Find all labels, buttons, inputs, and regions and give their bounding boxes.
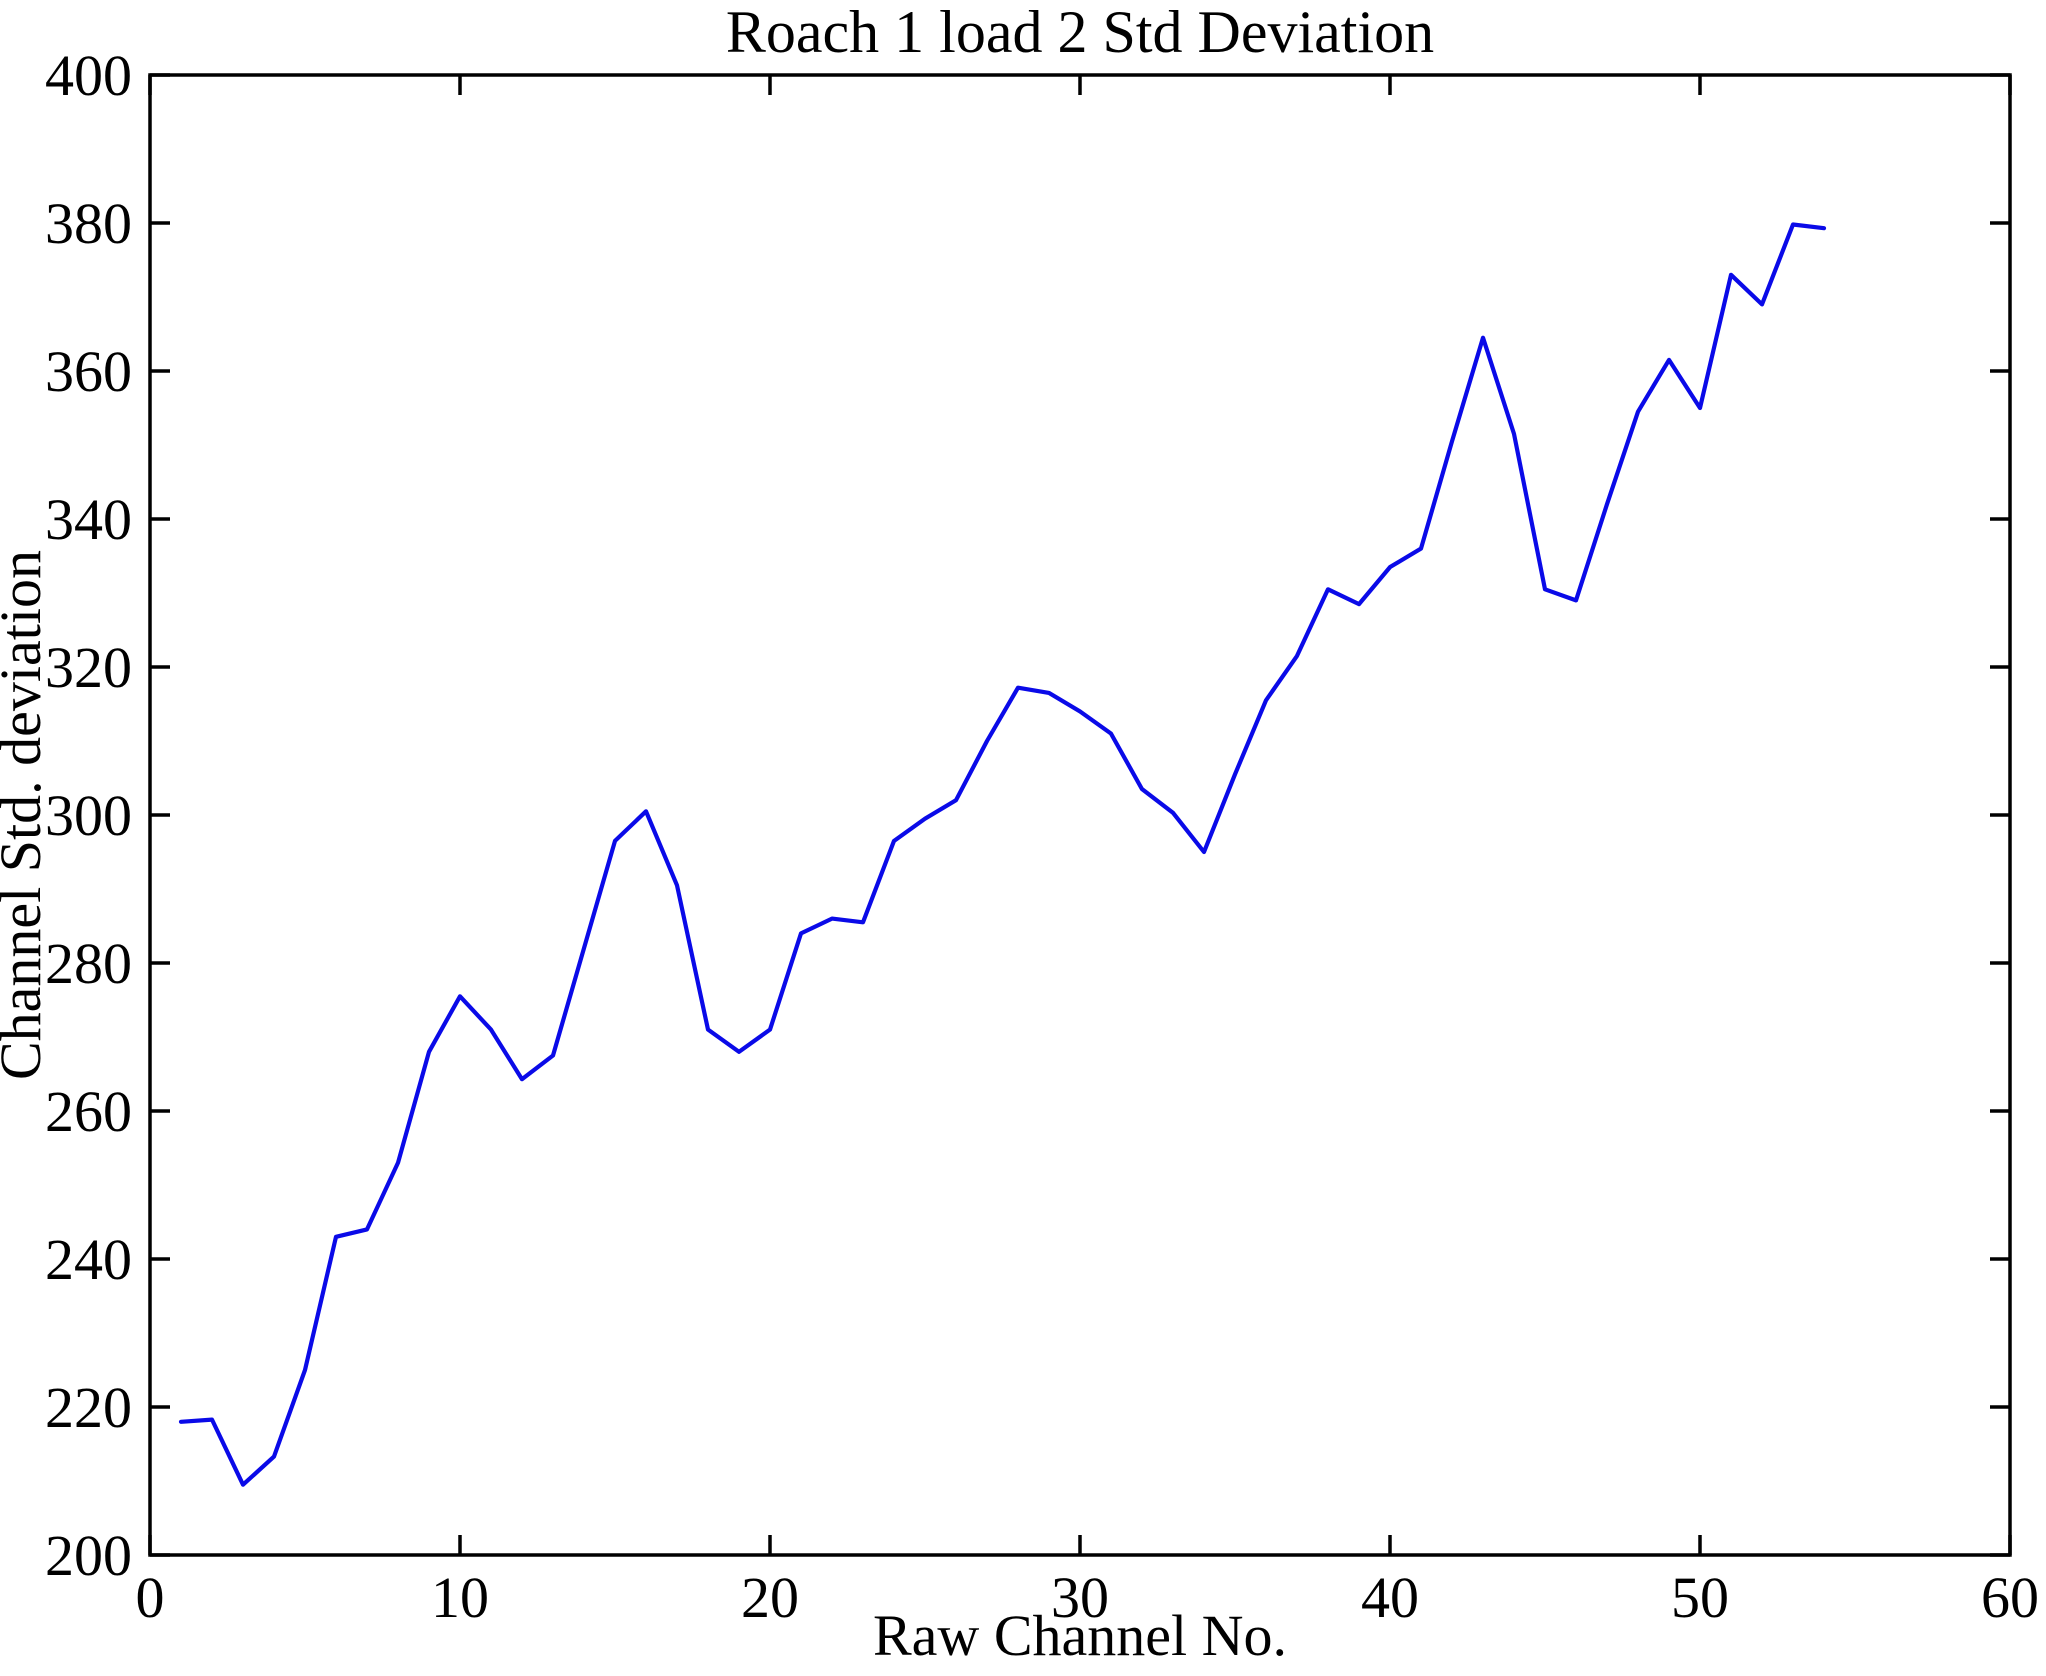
y-tick-label: 220	[45, 1375, 132, 1440]
y-tick-label: 340	[45, 487, 132, 552]
y-axis-label: Channel Std. deviation	[0, 550, 53, 1080]
y-tick-label: 360	[45, 339, 132, 404]
plot-border	[148, 73, 2012, 1557]
x-axis-label: Raw Channel No.	[873, 1603, 1287, 1668]
y-tick-label: 260	[45, 1079, 132, 1144]
y-tick-label: 320	[45, 635, 132, 700]
y-tick-label: 300	[45, 783, 132, 848]
x-tick-label: 20	[741, 1565, 799, 1630]
x-tick-label: 50	[1671, 1565, 1729, 1630]
data-series-line	[178, 222, 1827, 1487]
x-tick-label: 0	[136, 1565, 165, 1630]
x-tick-label: 10	[431, 1565, 489, 1630]
y-tick-label: 380	[45, 191, 132, 256]
x-tick-label: 40	[1361, 1565, 1419, 1630]
chart-title: Roach 1 load 2 Std Deviation	[726, 0, 1434, 65]
y-tick-label: 240	[45, 1227, 132, 1292]
x-tick-label: 60	[1981, 1565, 2039, 1630]
y-tick-label: 280	[45, 931, 132, 996]
y-tick-label: 200	[45, 1523, 132, 1588]
y-tick-label: 400	[45, 43, 132, 108]
x-tick-label: 30	[1051, 1565, 1109, 1630]
